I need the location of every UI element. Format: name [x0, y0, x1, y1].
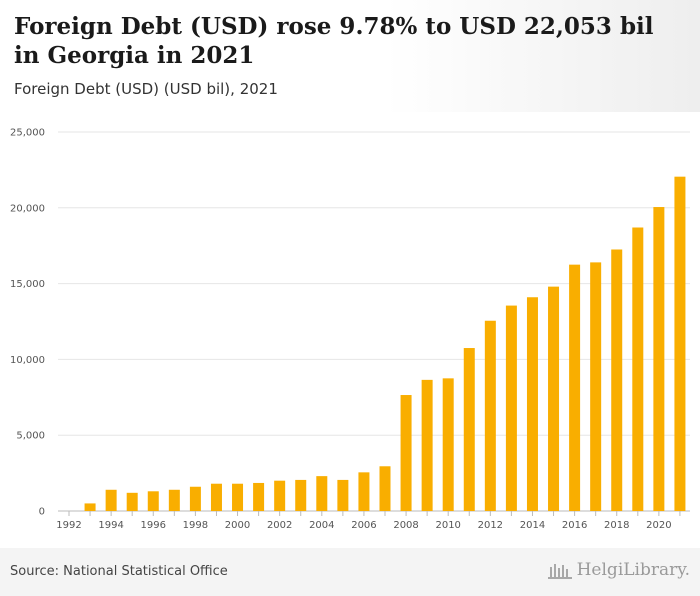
- source-note: Source: National Statistical Office: [10, 564, 228, 579]
- bar: [548, 286, 560, 511]
- chart-footer: Source: National Statistical Office Helg…: [0, 548, 700, 596]
- bar: [316, 476, 328, 511]
- x-tick-label: 2016: [562, 520, 587, 531]
- bar: [337, 479, 349, 511]
- chart-subtitle: Foreign Debt (USD) (USD bil), 2021: [14, 80, 278, 98]
- bar: [210, 483, 222, 511]
- bar: [126, 492, 138, 511]
- bar: [442, 378, 454, 511]
- bar: [189, 486, 201, 511]
- x-tick-label: 2004: [309, 520, 334, 531]
- bar: [569, 264, 581, 511]
- bar: [400, 395, 412, 511]
- bar: [674, 176, 686, 511]
- x-tick-label: 2018: [604, 520, 629, 531]
- bar: [653, 207, 665, 511]
- bar: [147, 491, 159, 511]
- bar: [421, 379, 433, 511]
- bar: [232, 483, 244, 511]
- bar-chart: 0 5,000 10,000 15,000 20,000 25,000 1992 1994 19…: [10, 128, 690, 531]
- y-tick-label: 20,000: [10, 203, 45, 214]
- x-tick-label: 2008: [393, 520, 418, 531]
- x-tick-label: 2014: [520, 520, 545, 531]
- x-tick-label: 2010: [435, 520, 460, 531]
- bar: [295, 479, 307, 511]
- bar: [274, 480, 286, 511]
- y-tick-label: 15,000: [10, 279, 45, 290]
- x-tick-label: 2006: [351, 520, 376, 531]
- y-tick-label: 25,000: [10, 128, 45, 139]
- bar: [505, 305, 517, 511]
- x-tick-label: 2012: [478, 520, 503, 531]
- library-icon: [547, 564, 572, 579]
- brand-name: HelgiLibrary.: [576, 560, 690, 580]
- brand-logo: HelgiLibrary.: [547, 560, 690, 580]
- y-tick-label: 10,000: [10, 355, 45, 366]
- bar: [632, 227, 644, 511]
- bar: [358, 472, 370, 511]
- bar: [379, 466, 391, 511]
- y-tick-label: 0: [39, 507, 45, 518]
- bar: [526, 297, 538, 511]
- x-tick-label: 2020: [646, 520, 671, 531]
- chart-header: Foreign Debt (USD) rose 9.78% to USD 22,…: [0, 0, 700, 112]
- bar: [253, 482, 265, 511]
- bar: [611, 249, 623, 512]
- bar: [590, 262, 602, 511]
- x-tick-label: 2000: [225, 520, 250, 531]
- x-tick-label: 2002: [267, 520, 292, 531]
- x-tick-label: 1992: [56, 520, 81, 531]
- x-tick-label: 1998: [183, 520, 208, 531]
- bar: [168, 489, 180, 511]
- chart-area: 0 5,000 10,000 15,000 20,000 25,000 1992 1994 19…: [0, 112, 700, 540]
- bar: [463, 348, 475, 511]
- bar: [105, 489, 117, 511]
- chart-title: Foreign Debt (USD) rose 9.78% to USD 22,…: [14, 13, 654, 69]
- y-tick-label: 5,000: [16, 431, 45, 442]
- bar: [84, 503, 96, 511]
- x-tick-label: 1996: [141, 520, 166, 531]
- x-tick-label: 1994: [98, 520, 123, 531]
- bar: [484, 320, 496, 511]
